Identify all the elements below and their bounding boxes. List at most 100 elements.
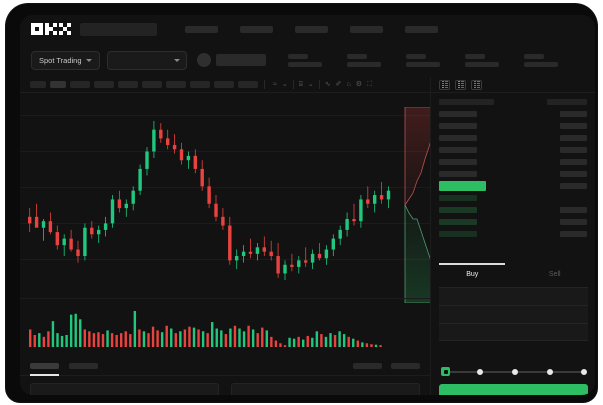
global-search-input[interactable] <box>80 22 157 36</box>
market-stat-3 <box>464 53 499 67</box>
orders-tab-actions <box>353 362 420 369</box>
orderbook[interactable] <box>431 93 595 238</box>
chevron-down-icon[interactable]: ⌄ <box>307 81 314 88</box>
market-stats <box>287 53 558 67</box>
timeframe-button-0[interactable] <box>30 81 46 88</box>
orderbook-bid-row[interactable] <box>439 206 587 214</box>
timeframe-button-7[interactable] <box>190 81 210 88</box>
spot-trading-dropdown[interactable]: Spot Trading <box>31 50 100 70</box>
active-tab-underline <box>439 263 505 265</box>
slider-stop-50[interactable] <box>512 368 518 375</box>
orders-tabs <box>20 356 430 376</box>
timeframe-buttons <box>30 81 258 88</box>
orderbook-asks-icon[interactable] <box>471 79 482 90</box>
nav-item-2[interactable] <box>295 25 328 33</box>
orders-panel-0 <box>30 383 219 395</box>
slider-stop-25[interactable] <box>477 368 483 375</box>
market-stat-0 <box>287 53 322 67</box>
orderbook-spread-row <box>439 181 587 191</box>
device-bezel: Spot Trading <box>6 4 597 402</box>
orders-action-0[interactable] <box>353 362 382 369</box>
market-stat-1 <box>346 53 381 67</box>
slider-stop-100[interactable] <box>581 368 587 375</box>
gridline <box>20 187 430 188</box>
orderbook-ask-row[interactable] <box>439 122 587 130</box>
tab-buy-label: Buy <box>466 270 479 278</box>
magnet-icon[interactable]: ⌂ <box>346 81 351 88</box>
candle-series <box>28 121 391 280</box>
slider-handle[interactable] <box>441 367 450 376</box>
orderbook-ask-row[interactable] <box>439 134 587 142</box>
volume-histogram <box>20 298 430 356</box>
toolbar-divider <box>292 80 294 89</box>
nav-item-0[interactable] <box>185 25 218 33</box>
orderbook-bids-icon[interactable] <box>455 79 466 90</box>
orderbook-bid-row[interactable] <box>439 218 587 226</box>
fullscreen-icon[interactable]: ⛶ <box>367 81 372 88</box>
line-tool-icon[interactable]: ∿ <box>324 81 331 88</box>
timeframe-button-3[interactable] <box>94 81 114 88</box>
buy-sell-tabs: Buy Sell <box>431 263 595 285</box>
chevron-down-icon[interactable]: ⌄ <box>281 81 288 88</box>
tab-sell[interactable]: Sell <box>514 263 596 285</box>
gridline <box>20 223 430 224</box>
market-stat-2 <box>405 53 440 67</box>
trading-pair-select[interactable] <box>106 50 187 70</box>
toolbar-divider <box>264 80 265 89</box>
timeframe-button-5[interactable] <box>142 81 162 88</box>
settings-icon[interactable]: ⚙ <box>355 81 363 88</box>
indicators-icon[interactable]: ≈ <box>273 81 277 88</box>
orders-tab-1[interactable] <box>69 362 98 369</box>
orderbook-ask-row[interactable] <box>439 110 587 118</box>
order-amount-field[interactable] <box>439 305 588 323</box>
orderbook-bid-row[interactable] <box>439 230 587 238</box>
toolbar-divider <box>318 80 320 89</box>
nav-menu <box>185 25 438 33</box>
order-total-field[interactable] <box>439 323 588 341</box>
orderbook-ask-row[interactable] <box>439 170 587 178</box>
app-screen: Spot Trading <box>20 15 595 395</box>
chevron-down-icon <box>173 58 180 62</box>
logo-glyph-x <box>59 23 71 35</box>
candlestick-chart[interactable] <box>20 93 430 298</box>
chevron-down-icon <box>85 58 92 62</box>
orderbook-view-toggles <box>431 77 595 93</box>
tab-buy[interactable]: Buy <box>431 263 514 285</box>
orderbook-ask-row[interactable] <box>439 146 587 154</box>
timeframe-button-6[interactable] <box>166 81 186 88</box>
gridline <box>20 259 430 260</box>
tab-sell-label: Sell <box>548 270 561 278</box>
order-price-field[interactable] <box>439 287 588 305</box>
orderbook-header-row <box>439 98 587 106</box>
spot-trading-label: Spot Trading <box>39 55 82 65</box>
orders-action-1[interactable] <box>391 362 420 369</box>
nav-item-1[interactable] <box>240 25 273 33</box>
okx-logo[interactable] <box>31 23 71 35</box>
timeframe-button-9[interactable] <box>238 81 258 88</box>
nav-item-3[interactable] <box>350 25 383 33</box>
volume-series <box>29 311 382 347</box>
logo-glyph-o <box>31 23 43 35</box>
timeframe-button-2[interactable] <box>70 81 90 88</box>
orders-tab-0[interactable] <box>30 362 59 376</box>
submit-buy-button[interactable] <box>439 384 588 395</box>
nav-item-4[interactable] <box>405 25 438 33</box>
orders-content <box>20 383 430 395</box>
orderbook-bid-row[interactable] <box>439 194 587 202</box>
timeframe-button-8[interactable] <box>214 81 234 88</box>
timeframe-button-4[interactable] <box>118 81 138 88</box>
right-sidebar: Buy Sell <box>430 77 595 395</box>
chart-toolbar: ≈ ⌄ ⌸ ⌄ ∿ ✐ ⌂ ⚙ ⛶ <box>20 77 430 93</box>
orders-panel-1 <box>231 383 420 395</box>
gridline <box>20 115 430 116</box>
slider-stop-75[interactable] <box>547 368 553 375</box>
pencil-icon[interactable]: ✐ <box>335 81 342 88</box>
timeframe-button-1[interactable] <box>50 81 66 88</box>
chart-type-icon[interactable]: ⌸ <box>298 81 303 88</box>
orderbook-both-icon[interactable] <box>439 79 450 90</box>
pair-avatar <box>196 53 211 67</box>
orderbook-ask-row[interactable] <box>439 158 587 166</box>
amount-slider[interactable] <box>441 367 588 377</box>
market-stat-4 <box>523 53 558 67</box>
